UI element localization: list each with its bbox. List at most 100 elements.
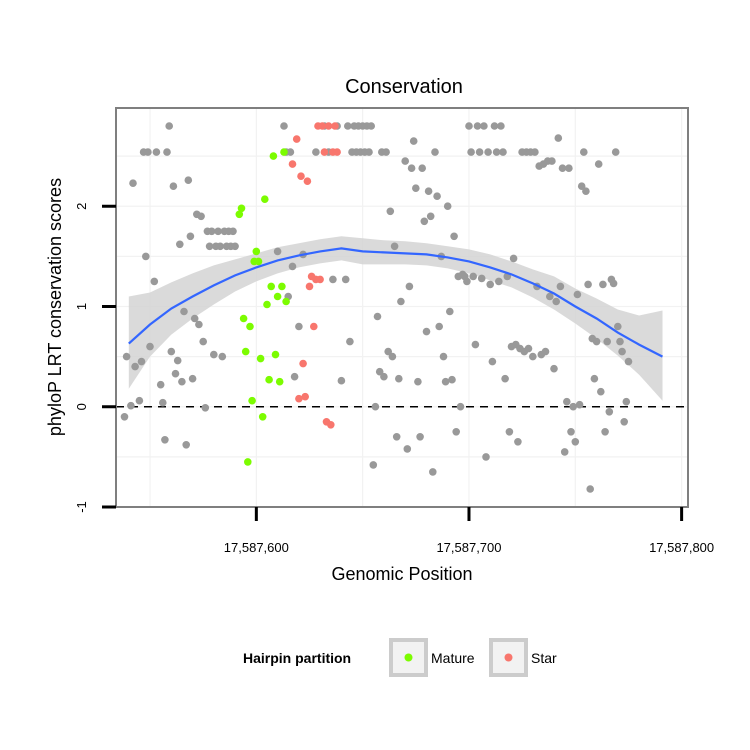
data-point-mature [244, 458, 252, 466]
data-point-other [388, 352, 397, 361]
data-point-other [433, 192, 441, 200]
data-point-other [312, 148, 320, 156]
data-point-other [443, 202, 452, 210]
data-point-mature [239, 314, 248, 323]
data-point-other [552, 297, 560, 306]
data-point-other [416, 433, 424, 441]
data-point-other [386, 207, 395, 216]
data-point-other [597, 387, 605, 396]
data-point-star [324, 122, 333, 130]
data-point-other [441, 377, 450, 386]
data-point-other [616, 337, 624, 346]
data-point-other [288, 262, 297, 271]
y-tick-label: 2 [74, 203, 89, 210]
data-point-other [122, 352, 131, 361]
data-point-other [467, 148, 475, 156]
data-point-star [301, 392, 310, 401]
data-point-other [344, 122, 352, 130]
data-point-mature [261, 195, 269, 203]
data-point-other [156, 380, 165, 389]
data-point-other [163, 148, 171, 156]
data-point-other [190, 314, 199, 323]
legend-label-star: Star [531, 650, 557, 666]
confidence-band [128, 236, 663, 401]
data-point-star [318, 122, 327, 130]
legend-title: Hairpin partition [243, 650, 351, 666]
data-point-other [165, 122, 173, 130]
data-point-other [450, 232, 458, 241]
legend-key-star: Star [489, 638, 557, 677]
legend: Hairpin partition Mature Star [243, 638, 557, 677]
data-point-other [614, 322, 622, 331]
data-point-star [292, 135, 301, 143]
x-tick-label: 17,587,700 [436, 540, 501, 555]
data-point-other [439, 352, 448, 361]
data-point-other [182, 441, 190, 449]
data-point-mature [256, 354, 265, 363]
data-point-other [488, 357, 497, 366]
data-point-mature [273, 292, 282, 301]
data-point-other [620, 418, 628, 426]
data-point-other [152, 148, 161, 156]
x-axis-label: Genomic Position [331, 564, 472, 584]
data-point-other [577, 182, 586, 190]
data-point-other [495, 277, 503, 286]
y-tick-label: -1 [74, 501, 89, 513]
data-point-other [473, 122, 482, 130]
data-point-star [331, 122, 339, 130]
legend-dot-star [504, 653, 513, 662]
data-point-other [573, 290, 582, 299]
data-point-other [499, 148, 507, 156]
data-point-other [465, 122, 473, 130]
data-point-other [142, 252, 150, 261]
data-point-other [556, 282, 565, 291]
data-point-other [592, 337, 601, 346]
data-point-mature [278, 282, 286, 291]
data-point-other [131, 362, 139, 371]
data-point-other [477, 274, 486, 283]
y-axis: -1 0 1 2 [74, 203, 116, 513]
data-point-other [571, 438, 580, 446]
data-point-other [429, 468, 437, 476]
data-point-other [231, 242, 239, 251]
data-point-other [590, 374, 599, 383]
data-point-other [210, 350, 218, 359]
data-point-other [365, 148, 373, 156]
data-point-other [550, 364, 558, 373]
data-point-other [390, 242, 399, 251]
data-point-other [418, 164, 427, 172]
data-point-other [456, 402, 465, 411]
y-tick-label: 0 [74, 403, 89, 410]
data-point-other [471, 340, 480, 349]
data-point-other [201, 404, 210, 412]
data-point-other [501, 374, 509, 383]
data-point-other [395, 374, 403, 383]
data-point-mature [237, 204, 246, 213]
data-point-other [509, 254, 518, 263]
data-point-mature [269, 152, 278, 160]
data-point-other [407, 164, 416, 172]
data-point-other [371, 402, 380, 411]
data-point-other [195, 320, 203, 329]
data-point-other [229, 227, 237, 236]
y-tick-label: 1 [74, 303, 89, 310]
data-point-other [120, 413, 129, 421]
data-point-other [167, 347, 176, 356]
data-point-mature [280, 148, 288, 156]
data-point-other [290, 372, 299, 381]
data-point-other [197, 212, 205, 221]
data-point-other [169, 182, 178, 190]
data-point-other [159, 398, 167, 407]
data-point-other [611, 148, 620, 156]
x-tick-label: 17,587,600 [224, 540, 289, 555]
data-point-other [414, 377, 422, 386]
smooth-line-layer [128, 247, 664, 358]
smooth-line [128, 247, 664, 358]
data-point-other [524, 344, 533, 353]
data-point-other [575, 400, 584, 409]
data-point-mature [263, 300, 271, 309]
data-point-other [207, 227, 216, 236]
data-point-other [397, 297, 405, 306]
data-point-star [327, 421, 335, 429]
data-point-other [601, 428, 609, 436]
